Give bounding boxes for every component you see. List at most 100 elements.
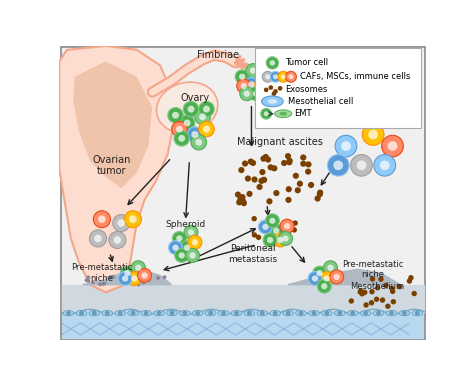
Circle shape	[311, 311, 316, 316]
Circle shape	[295, 187, 301, 193]
Ellipse shape	[192, 311, 203, 316]
Circle shape	[330, 270, 344, 284]
Circle shape	[283, 235, 289, 242]
Circle shape	[183, 101, 199, 117]
Circle shape	[358, 288, 364, 294]
Circle shape	[239, 194, 246, 200]
Circle shape	[324, 261, 337, 275]
Circle shape	[259, 169, 265, 175]
Circle shape	[328, 265, 334, 271]
Circle shape	[292, 227, 297, 232]
Circle shape	[118, 311, 123, 316]
Circle shape	[374, 296, 379, 302]
Circle shape	[265, 74, 270, 79]
Text: Pre-metastatic
niche: Pre-metastatic niche	[71, 264, 133, 283]
Circle shape	[249, 87, 263, 101]
Ellipse shape	[399, 311, 410, 316]
Polygon shape	[62, 285, 424, 312]
Circle shape	[273, 190, 280, 196]
Ellipse shape	[154, 311, 164, 316]
Circle shape	[273, 89, 278, 94]
Circle shape	[271, 165, 277, 172]
Ellipse shape	[321, 311, 332, 316]
Circle shape	[383, 283, 389, 288]
Circle shape	[285, 197, 292, 203]
Circle shape	[195, 139, 202, 146]
Ellipse shape	[89, 311, 100, 316]
Circle shape	[286, 230, 291, 235]
Circle shape	[176, 126, 183, 133]
Circle shape	[321, 283, 328, 289]
Circle shape	[286, 228, 292, 233]
Circle shape	[252, 232, 257, 238]
Circle shape	[273, 74, 278, 79]
Circle shape	[281, 74, 286, 79]
Ellipse shape	[283, 311, 293, 316]
Circle shape	[195, 109, 210, 124]
Circle shape	[118, 219, 125, 227]
Text: Fimbriae: Fimbriae	[197, 50, 239, 60]
Circle shape	[188, 236, 202, 249]
Circle shape	[317, 190, 323, 196]
Circle shape	[364, 302, 369, 308]
Circle shape	[187, 127, 202, 142]
Ellipse shape	[156, 82, 218, 133]
Circle shape	[388, 141, 397, 151]
Circle shape	[141, 281, 145, 285]
Circle shape	[176, 235, 182, 242]
Circle shape	[93, 211, 110, 228]
Ellipse shape	[244, 311, 255, 316]
Circle shape	[118, 272, 132, 285]
Ellipse shape	[76, 311, 87, 316]
Circle shape	[248, 159, 254, 165]
Ellipse shape	[296, 311, 307, 316]
Circle shape	[124, 211, 141, 228]
Circle shape	[391, 299, 396, 304]
Circle shape	[317, 279, 331, 293]
Circle shape	[235, 192, 241, 198]
Circle shape	[269, 236, 275, 241]
Circle shape	[274, 226, 280, 231]
Circle shape	[175, 249, 189, 262]
Ellipse shape	[279, 112, 287, 116]
Circle shape	[169, 241, 182, 255]
Circle shape	[129, 215, 137, 223]
Circle shape	[285, 71, 296, 82]
Circle shape	[174, 131, 190, 146]
Circle shape	[308, 272, 322, 285]
Circle shape	[278, 71, 289, 82]
Circle shape	[362, 124, 384, 145]
Circle shape	[173, 245, 179, 251]
Circle shape	[66, 311, 71, 316]
Circle shape	[261, 177, 267, 183]
Circle shape	[397, 284, 402, 289]
Circle shape	[252, 216, 257, 221]
Circle shape	[278, 86, 283, 91]
Ellipse shape	[166, 311, 177, 316]
Circle shape	[203, 106, 210, 113]
Circle shape	[102, 282, 106, 285]
Ellipse shape	[205, 311, 216, 316]
Circle shape	[402, 311, 407, 316]
Ellipse shape	[386, 311, 397, 316]
Circle shape	[172, 121, 187, 137]
Circle shape	[287, 158, 293, 164]
Circle shape	[199, 101, 214, 117]
Circle shape	[253, 91, 259, 97]
Circle shape	[173, 232, 186, 246]
Circle shape	[98, 215, 106, 223]
Circle shape	[122, 275, 128, 282]
Circle shape	[248, 81, 255, 88]
Circle shape	[163, 275, 166, 279]
Circle shape	[203, 126, 210, 133]
Circle shape	[341, 141, 351, 151]
Circle shape	[261, 108, 272, 119]
Circle shape	[84, 278, 89, 282]
Circle shape	[260, 177, 266, 183]
Ellipse shape	[63, 311, 74, 316]
Circle shape	[411, 291, 417, 296]
Circle shape	[308, 182, 314, 188]
Circle shape	[286, 159, 292, 165]
Circle shape	[267, 237, 273, 243]
Circle shape	[183, 119, 191, 126]
